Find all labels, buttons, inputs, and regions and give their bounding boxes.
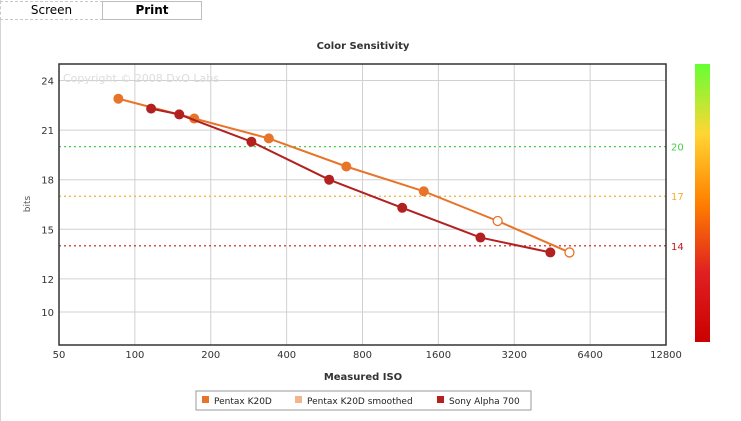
x-tick-label: 3200 xyxy=(502,350,527,361)
data-point-sony xyxy=(397,202,408,213)
y-tick-label: 18 xyxy=(41,176,54,187)
data-point-open-pentax xyxy=(492,215,503,227)
legend-swatch-pentax xyxy=(202,396,209,403)
y-tick-label: 24 xyxy=(41,77,54,88)
data-point-pentax xyxy=(341,161,352,172)
x-tick-label: 200 xyxy=(201,350,220,361)
data-point-pentax xyxy=(263,133,274,144)
x-tick-label: 100 xyxy=(125,350,144,361)
legend-swatch-sony xyxy=(437,396,444,403)
reference-label-17: 17 xyxy=(671,192,684,203)
watermark: Copyright © 2008 DxO Labs xyxy=(63,72,219,85)
legend-item-pentax[interactable]: Pentax K20D xyxy=(202,396,272,407)
x-tick-label: 1600 xyxy=(426,350,451,361)
data-point-open-pentax xyxy=(564,247,575,258)
x-tick-label: 50 xyxy=(53,350,66,361)
data-point-sony xyxy=(324,174,335,185)
legend-box xyxy=(195,390,532,411)
tab-print[interactable]: Print xyxy=(102,1,202,20)
legend-swatch-pentax-smoothed xyxy=(295,396,302,403)
plot-area-border xyxy=(58,63,667,346)
data-point-sony xyxy=(545,247,556,258)
left-frame-line xyxy=(0,0,1,421)
x-tick-label: 400 xyxy=(277,350,296,361)
legend-label-pentax-smoothed: Pentax K20D smoothed xyxy=(307,397,413,407)
reference-label-14: 14 xyxy=(671,242,684,253)
y-axis-label: bits xyxy=(23,195,33,212)
legend: Pentax K20D Pentax K20D smoothed Sony Al… xyxy=(195,390,532,411)
x-tick-label: 6400 xyxy=(577,350,602,361)
y-tick-label: 15 xyxy=(41,225,54,236)
legend-item-pentax-smoothed[interactable]: Pentax K20D smoothed xyxy=(295,396,413,407)
legend-label-pentax: Pentax K20D xyxy=(214,397,272,407)
data-point-sony xyxy=(246,136,257,147)
legend-label-sony: Sony Alpha 700 xyxy=(449,397,520,407)
data-point-pentax xyxy=(418,186,429,197)
data-point-pentax xyxy=(113,93,124,104)
chart-title: Color Sensitivity xyxy=(317,41,410,52)
legend-item-sony[interactable]: Sony Alpha 700 xyxy=(437,396,520,407)
sensitivity-colorbar xyxy=(695,64,710,342)
y-tick-label: 10 xyxy=(41,308,54,319)
x-axis-label: Measured ISO xyxy=(324,372,402,383)
y-tick-label: 21 xyxy=(41,126,54,137)
data-point-sony xyxy=(146,103,157,114)
tab-screen[interactable]: Screen xyxy=(0,1,103,20)
data-point-sony xyxy=(174,109,185,120)
data-point-sony xyxy=(475,232,486,243)
reference-label-20: 20 xyxy=(671,143,684,154)
x-tick-label: 800 xyxy=(353,350,372,361)
y-tick-label: 12 xyxy=(41,275,54,286)
x-tick-label: 12800 xyxy=(650,350,682,361)
